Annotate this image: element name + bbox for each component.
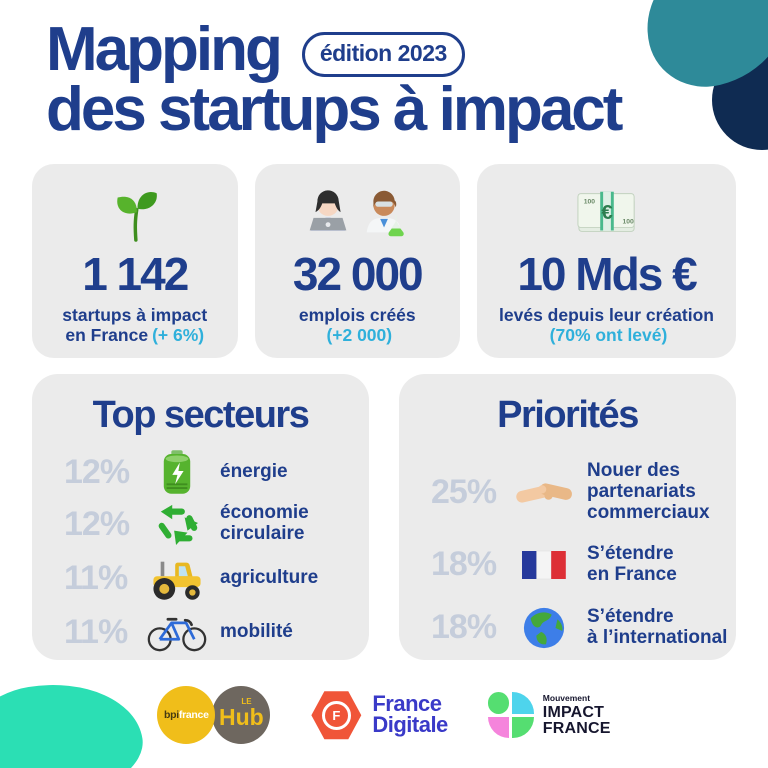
- priority-pct: 18%: [431, 545, 497, 584]
- priority-label: Nouer des partenariats commerciaux: [587, 460, 710, 524]
- workers-icon: [301, 181, 413, 247]
- svg-text:100: 100: [583, 198, 595, 205]
- panels-row: Top secteurs 12% énergie: [32, 374, 736, 661]
- priority-label: S’étendre en France: [587, 542, 677, 585]
- handshake-icon: [513, 473, 575, 513]
- euro-banknotes-icon: 100 100 €: [576, 181, 638, 247]
- stat-card-emplois: 32 000 emplois créés (+2 000): [254, 164, 461, 359]
- page-title-line2: des startups à impact: [46, 75, 623, 145]
- sector-label: énergie: [220, 460, 288, 482]
- sector-label: mobilité: [220, 620, 293, 642]
- stat-label: levés depuis leur création (70% ont levé…: [499, 304, 714, 346]
- sector-label: agriculture: [220, 566, 319, 588]
- bpifrance-lehub-logo: bpifrance Le Hub: [157, 686, 271, 745]
- sector-pct: 12%: [64, 504, 130, 543]
- battery-icon: [146, 450, 208, 494]
- priority-pct: 25%: [431, 473, 497, 512]
- panel-title: Top secteurs: [92, 394, 310, 437]
- sector-row: 11% agric: [32, 554, 369, 602]
- partner-logos: bpifrance Le Hub F France Digitale Mouve…: [0, 686, 768, 745]
- french-flag-icon: [513, 549, 575, 581]
- lehub-logo: Le Hub: [212, 686, 271, 745]
- sector-pct: 11%: [64, 558, 128, 597]
- stat-value: 32 000: [292, 247, 424, 300]
- priorites-panel: Priorités 25% Nouer des partenariats comme…: [399, 374, 736, 661]
- svg-text:100: 100: [622, 219, 634, 226]
- stat-label: startups à impact en France (+ 6%): [62, 304, 208, 346]
- bpifrance-logo: bpifrance: [157, 686, 216, 745]
- header: Mapping édition 2023 des startups à impa…: [0, 0, 768, 140]
- sector-label: économie circulaire: [220, 502, 309, 545]
- priority-label: S’étendre à l’international: [587, 605, 728, 648]
- france-digitale-logo: F France Digitale: [310, 690, 448, 740]
- tractor-icon: [146, 554, 208, 602]
- france-digitale-mark: F: [311, 691, 362, 740]
- impact-france-mark: [487, 692, 534, 739]
- top-secteurs-panel: Top secteurs 12% énergie: [32, 374, 369, 661]
- sector-row: 12% énergie: [32, 450, 369, 494]
- stat-accent: (+2 000): [326, 325, 393, 346]
- sector-pct: 12%: [64, 452, 130, 491]
- seedling-icon: [109, 181, 161, 247]
- impact-france-logo: Mouvement IMPACT FRANCE: [487, 692, 611, 739]
- panel-title: Priorités: [497, 394, 639, 437]
- stat-accent: (70% ont levé): [549, 325, 668, 346]
- sector-row: 11% mobilité: [32, 611, 369, 653]
- priority-row: 18% S’étendre en France: [399, 542, 736, 586]
- priority-row: 25% Nouer des partenariats commerciaux: [399, 460, 736, 524]
- sector-row: 12%: [32, 502, 369, 546]
- svg-text:€: €: [601, 202, 612, 224]
- priority-row: 18% S’étendre à l’international: [399, 606, 736, 650]
- stat-value: 10 Mds €: [517, 247, 697, 300]
- stat-label: emplois créés (+2 000): [298, 304, 416, 346]
- stat-accent: (+ 6%): [152, 325, 205, 346]
- page-title-line1: Mapping: [46, 15, 283, 84]
- globe-icon: [513, 606, 575, 650]
- edition-badge: édition 2023: [301, 31, 465, 77]
- stat-cards-row: 1 142 startups à impact en France (+ 6%): [32, 164, 736, 359]
- priority-pct: 18%: [431, 608, 497, 647]
- sector-pct: 11%: [64, 612, 128, 651]
- stat-card-startups: 1 142 startups à impact en France (+ 6%): [32, 164, 238, 359]
- stat-card-levees: 100 100 € 10 Mds € levés depuis leur cré…: [477, 164, 736, 359]
- stat-value: 1 142: [82, 247, 189, 300]
- recycle-icon: [146, 503, 208, 546]
- bicycle-icon: [146, 611, 208, 653]
